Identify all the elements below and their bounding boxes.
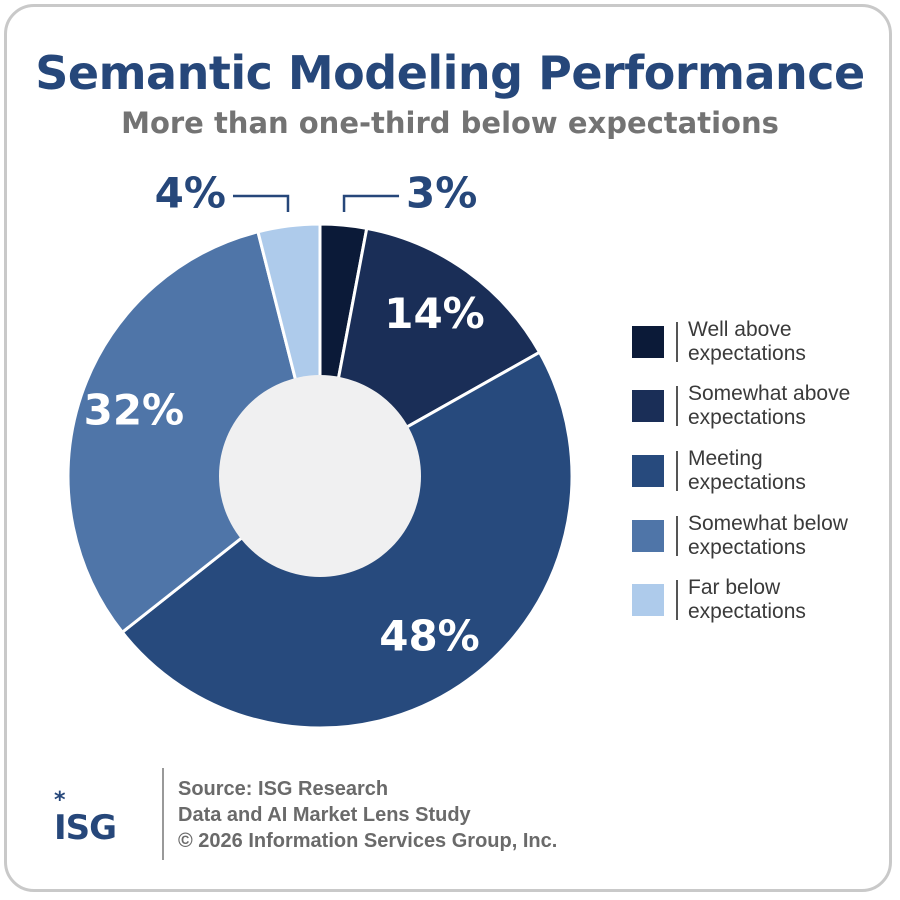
legend-label: Well above expectations [688, 318, 898, 366]
legend-divider [676, 386, 678, 426]
legend-label: Somewhat above expectations [688, 382, 898, 430]
copyright: © 2026 Information Services Group, Inc. [178, 830, 558, 852]
legend-swatch [632, 390, 664, 422]
legend-label-line: expectations [688, 342, 806, 365]
legend-label-line: Far below [688, 576, 781, 599]
chart-title: Semantic Modeling Performance [35, 46, 865, 100]
legend-label: Far below expectations [688, 576, 898, 624]
legend-label: Meeting expectations [688, 447, 898, 495]
legend-item-somewhat-below: Somewhat below expectations [632, 512, 892, 568]
leader-line [342, 194, 400, 212]
legend-item-meeting: Meeting expectations [632, 447, 892, 503]
legend-swatch [632, 455, 664, 487]
legend-label-line: expectations [688, 536, 806, 559]
data-label-meeting: 48% [379, 612, 480, 661]
data-label-far-below: 4% [155, 169, 226, 218]
legend-divider [676, 516, 678, 556]
slice-somewhat-below [66, 229, 322, 635]
donut-hole [219, 375, 421, 577]
source-line: Source: ISG Research [178, 778, 389, 800]
legend-divider [676, 451, 678, 491]
isg-logo: * ISG [54, 788, 117, 845]
legend-label-line: Well above [688, 318, 792, 341]
legend-swatch [632, 520, 664, 552]
leader-line [232, 194, 290, 212]
legend-divider [676, 580, 678, 620]
legend-label-line: Somewhat below [688, 512, 848, 535]
data-label-somewhat-below: 32% [84, 385, 185, 434]
legend-label-line: expectations [688, 600, 806, 623]
svg-text:*: * [54, 788, 66, 813]
data-label-well-above: 3% [406, 169, 477, 218]
legend-label: Somewhat below expectations [688, 512, 898, 560]
legend-item-far-below: Far below expectations [632, 576, 892, 632]
legend-item-somewhat-above: Somewhat above expectations [632, 382, 892, 438]
source-study: Data and AI Market Lens Study [178, 804, 471, 826]
legend-item-well-above: Well above expectations [632, 318, 892, 374]
data-label-somewhat-above: 14% [384, 289, 485, 338]
legend-label-line: expectations [688, 471, 806, 494]
legend-label-line: Somewhat above [688, 382, 851, 405]
chart-subtitle: More than one-third below expectations [121, 106, 779, 140]
legend-divider [676, 322, 678, 362]
legend-swatch [632, 584, 664, 616]
legend-label-line: Meeting [688, 447, 763, 470]
source-block: Source: ISG Research Data and AI Market … [178, 776, 557, 854]
legend-swatch [632, 326, 664, 358]
legend-label-line: expectations [688, 406, 806, 429]
footer-divider [162, 768, 164, 860]
svg-text:ISG: ISG [54, 808, 116, 845]
